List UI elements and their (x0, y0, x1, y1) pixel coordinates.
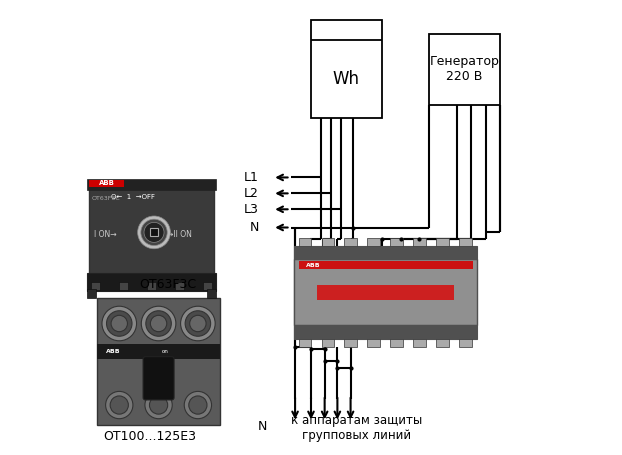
Circle shape (106, 311, 132, 336)
Circle shape (185, 311, 211, 336)
Bar (436, 339, 448, 347)
Bar (175, 282, 184, 290)
Text: →II ON: →II ON (167, 230, 192, 239)
Circle shape (149, 396, 168, 414)
Text: O←  1  →OFF: O← 1 →OFF (111, 194, 155, 200)
Circle shape (145, 391, 172, 419)
Circle shape (151, 315, 167, 332)
Circle shape (137, 216, 170, 249)
Text: ABB: ABB (106, 349, 121, 354)
Text: Генератор
220 В: Генератор 220 В (430, 56, 499, 83)
Bar (294, 259, 477, 325)
Bar (413, 238, 426, 246)
Circle shape (190, 315, 206, 332)
Text: L3: L3 (244, 203, 259, 216)
Text: N: N (258, 420, 267, 433)
Bar (413, 339, 426, 347)
Text: OT63F3C: OT63F3C (91, 196, 120, 201)
Bar (459, 339, 471, 347)
Text: N: N (249, 221, 259, 234)
Bar (317, 285, 454, 299)
Text: ОТ63F3С: ОТ63F3С (139, 278, 196, 291)
Circle shape (141, 219, 167, 246)
Text: ABB: ABB (98, 180, 114, 187)
Circle shape (141, 306, 176, 341)
Circle shape (189, 396, 207, 414)
Bar (150, 228, 158, 237)
Bar (299, 339, 312, 347)
Text: ABB: ABB (305, 263, 320, 268)
Circle shape (110, 396, 128, 414)
Circle shape (102, 306, 137, 341)
Bar (299, 238, 312, 246)
Bar (86, 273, 216, 291)
Text: on: on (161, 349, 168, 354)
Bar (345, 339, 357, 347)
Circle shape (111, 315, 128, 332)
Bar (311, 20, 381, 118)
Bar (89, 180, 124, 187)
Bar (119, 282, 128, 290)
Circle shape (106, 391, 133, 419)
FancyBboxPatch shape (143, 357, 174, 400)
Bar (345, 238, 357, 246)
Bar (390, 238, 403, 246)
Text: L1: L1 (244, 171, 259, 184)
Bar (207, 289, 216, 298)
Bar (322, 339, 335, 347)
Circle shape (144, 222, 164, 243)
Bar (203, 282, 212, 290)
Bar (97, 344, 220, 359)
Bar (147, 282, 156, 290)
Text: ОТ100...125Е3: ОТ100...125Е3 (103, 430, 196, 443)
Bar (86, 289, 96, 298)
Bar (86, 179, 216, 190)
Circle shape (180, 306, 215, 341)
Text: Wh: Wh (333, 70, 360, 88)
Circle shape (146, 311, 171, 336)
Bar (368, 238, 380, 246)
Bar (97, 298, 220, 425)
Circle shape (184, 391, 211, 419)
Bar (459, 238, 471, 246)
Bar (294, 246, 477, 259)
Text: к аппаратам защиты
групповых линий: к аппаратам защиты групповых линий (291, 414, 422, 442)
Bar (436, 238, 448, 246)
Bar (91, 282, 100, 290)
Bar (294, 325, 477, 339)
Bar (89, 182, 214, 275)
Bar (368, 339, 380, 347)
Text: L2: L2 (244, 187, 259, 200)
Bar (390, 339, 403, 347)
Bar (429, 34, 500, 105)
Bar (322, 238, 335, 246)
Text: I ON→: I ON→ (95, 230, 117, 239)
Bar (299, 261, 473, 269)
